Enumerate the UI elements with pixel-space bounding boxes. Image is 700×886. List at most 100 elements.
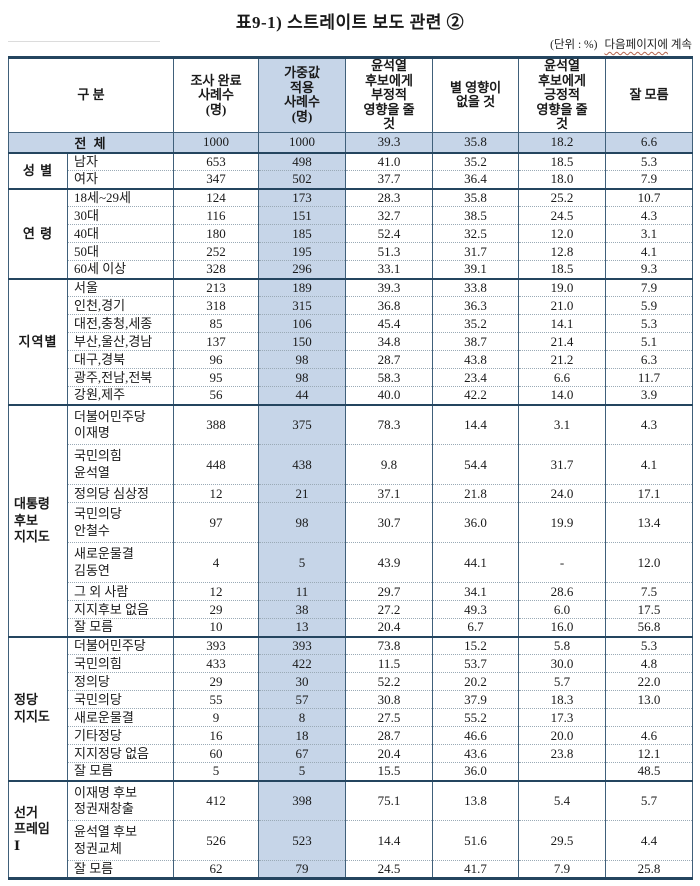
data-cell: 16.0 [518, 618, 606, 637]
data-cell: 12 [173, 484, 259, 503]
data-cell: 15.2 [432, 635, 519, 655]
table-row: 지지후보 없음 29 38 27.2 49.3 6.0 17.5 [9, 600, 693, 619]
data-cell: 6.3 [605, 350, 693, 369]
data-cell: 10 [173, 618, 259, 637]
table-row: 새로운물결 김동연 4 5 43.9 44.1-12.0 [9, 542, 693, 583]
data-cell [605, 708, 693, 727]
data-cell: 28.6 [518, 582, 606, 601]
data-cell: 189 [258, 277, 346, 297]
data-cell: 7.9 [605, 170, 693, 189]
data-cell: 4.8 [605, 654, 693, 673]
data-cell: 58.3 [345, 368, 433, 387]
row-label: 국민의당 안철수 [66, 502, 174, 543]
table-row: 30대 116 151 32.7 38.5 24.5 4.3 [9, 206, 693, 225]
data-cell: 14.4 [432, 403, 519, 445]
data-cell: 33.8 [432, 277, 519, 297]
data-cell: 9 [173, 708, 259, 727]
data-cell: 40.0 [345, 386, 433, 405]
data-cell: 28.7 [345, 350, 433, 369]
data-cell: 98 [258, 502, 346, 543]
table-row: 대통령 후보 지지도 더불어민주당 이재명 388 375 78.3 14.4 3.1 4.3 [8, 403, 693, 637]
row-label: 그 외 사람 [66, 582, 174, 601]
data-cell: 60 [173, 744, 259, 763]
row-label: 윤석열 후보 정권교체 [66, 820, 174, 861]
data-cell: 11.5 [345, 654, 433, 673]
data-cell: 97 [173, 502, 259, 543]
table-row: 선거 프레임 Ⅰ 이재명 후보 정권재창출 412 398 75.1 13.8 5.4 5.7 [8, 779, 693, 879]
group-cell: 선거 프레임 Ⅰ [8, 779, 68, 879]
row-label: 60세 이상 [66, 260, 174, 279]
table-row: 국민의당 안철수 97 98 30.7 36.0 19.9 13.4 [9, 502, 693, 543]
table-row: 부산,울산,경남 137 150 34.8 38.7 21.4 5.1 [9, 332, 693, 351]
data-cell: 53.7 [432, 654, 519, 673]
data-cell: 12.0 [605, 542, 693, 583]
data-cell: 20.4 [345, 618, 433, 637]
row-label: 더불어민주당 이재명 [66, 403, 174, 445]
data-cell: 21.0 [518, 296, 606, 315]
data-cell: 37.9 [432, 690, 519, 709]
data-cell: 57 [258, 690, 346, 709]
data-cell: 318 [173, 296, 259, 315]
data-cell: 52.2 [345, 672, 433, 691]
data-cell: 17.1 [605, 484, 693, 503]
data-cell: 98 [258, 368, 346, 387]
data-cell: 20.4 [345, 744, 433, 763]
data-cell: 28.3 [345, 187, 433, 207]
header-negative-impact: 윤석열 후보에게 부정적 영향을 줄 것 [345, 57, 433, 133]
data-cell: 150 [258, 332, 346, 351]
data-cell: 38 [258, 600, 346, 619]
data-cell: 41.0 [345, 151, 433, 171]
data-cell: 5 [173, 762, 259, 781]
data-cell: 180 [173, 224, 259, 243]
table-row: 정당 지지도 더불어민주당 393 393 73.8 15.2 5.8 5.3 [8, 635, 693, 781]
data-cell: 21 [258, 484, 346, 503]
table-row: 기타정당 16 18 28.7 46.6 20.0 4.6 [9, 726, 693, 745]
header-dont-know: 잘 모름 [605, 57, 693, 133]
data-cell: 30.0 [518, 654, 606, 673]
row-label: 정의당 심상정 [66, 484, 174, 503]
data-cell: 20.2 [432, 672, 519, 691]
data-cell: 25.2 [518, 187, 606, 207]
row-label: 대구,경북 [66, 350, 174, 369]
table-row: 윤석열 후보 정권교체 526 523 14.4 51.6 29.5 4.4 [9, 820, 693, 861]
data-cell: 36.3 [432, 296, 519, 315]
row-label: 40대 [66, 224, 174, 243]
table-row: 잘 모름 10 13 20.4 6.7 16.0 56.8 [9, 618, 693, 637]
header-category: 구 분 [7, 57, 174, 133]
data-cell: 36.0 [432, 502, 519, 543]
row-label: 광주,전남,전북 [66, 368, 174, 387]
data-cell: 5 [258, 762, 346, 781]
data-cell: 56.8 [605, 618, 693, 637]
data-cell: 137 [173, 332, 259, 351]
data-cell: 37.1 [345, 484, 433, 503]
data-cell: 44 [258, 386, 346, 405]
data-cell: 124 [173, 187, 259, 207]
data-cell: 67 [258, 744, 346, 763]
unit-note: (단위 : %) [550, 39, 598, 51]
row-label: 국민의힘 [66, 654, 174, 673]
data-cell: 4.6 [605, 726, 693, 745]
data-cell: 73.8 [345, 635, 433, 655]
row-label: 18세~29세 [66, 187, 174, 207]
data-cell: 55.2 [432, 708, 519, 727]
data-cell: 5.3 [605, 635, 693, 655]
table-row: 지역별 서울 213 189 39.3 33.8 19.0 7.9 [8, 277, 693, 405]
row-label: 50대 [66, 242, 174, 261]
group-cell: 연 령 [8, 187, 68, 279]
data-cell: 5.3 [605, 151, 693, 171]
data-cell: 438 [258, 444, 346, 485]
data-cell: 42.2 [432, 386, 519, 405]
data-cell: 19.0 [518, 277, 606, 297]
data-cell: 4.1 [605, 444, 693, 485]
data-cell: 17.5 [605, 600, 693, 619]
row-label: 잘 모름 [66, 618, 174, 637]
data-cell: 36.8 [345, 296, 433, 315]
row-label: 국민의당 [66, 690, 174, 709]
data-cell: 1000 [258, 132, 346, 153]
row-label: 더불어민주당 [66, 635, 174, 655]
row-label: 잘 모름 [66, 762, 174, 781]
data-cell: 24.5 [518, 206, 606, 225]
row-label: 지지후보 없음 [66, 600, 174, 619]
table-row: 국민의힘 윤석열 448 438 9.8 54.4 31.7 4.1 [9, 444, 693, 485]
data-cell: 18.0 [518, 170, 606, 189]
